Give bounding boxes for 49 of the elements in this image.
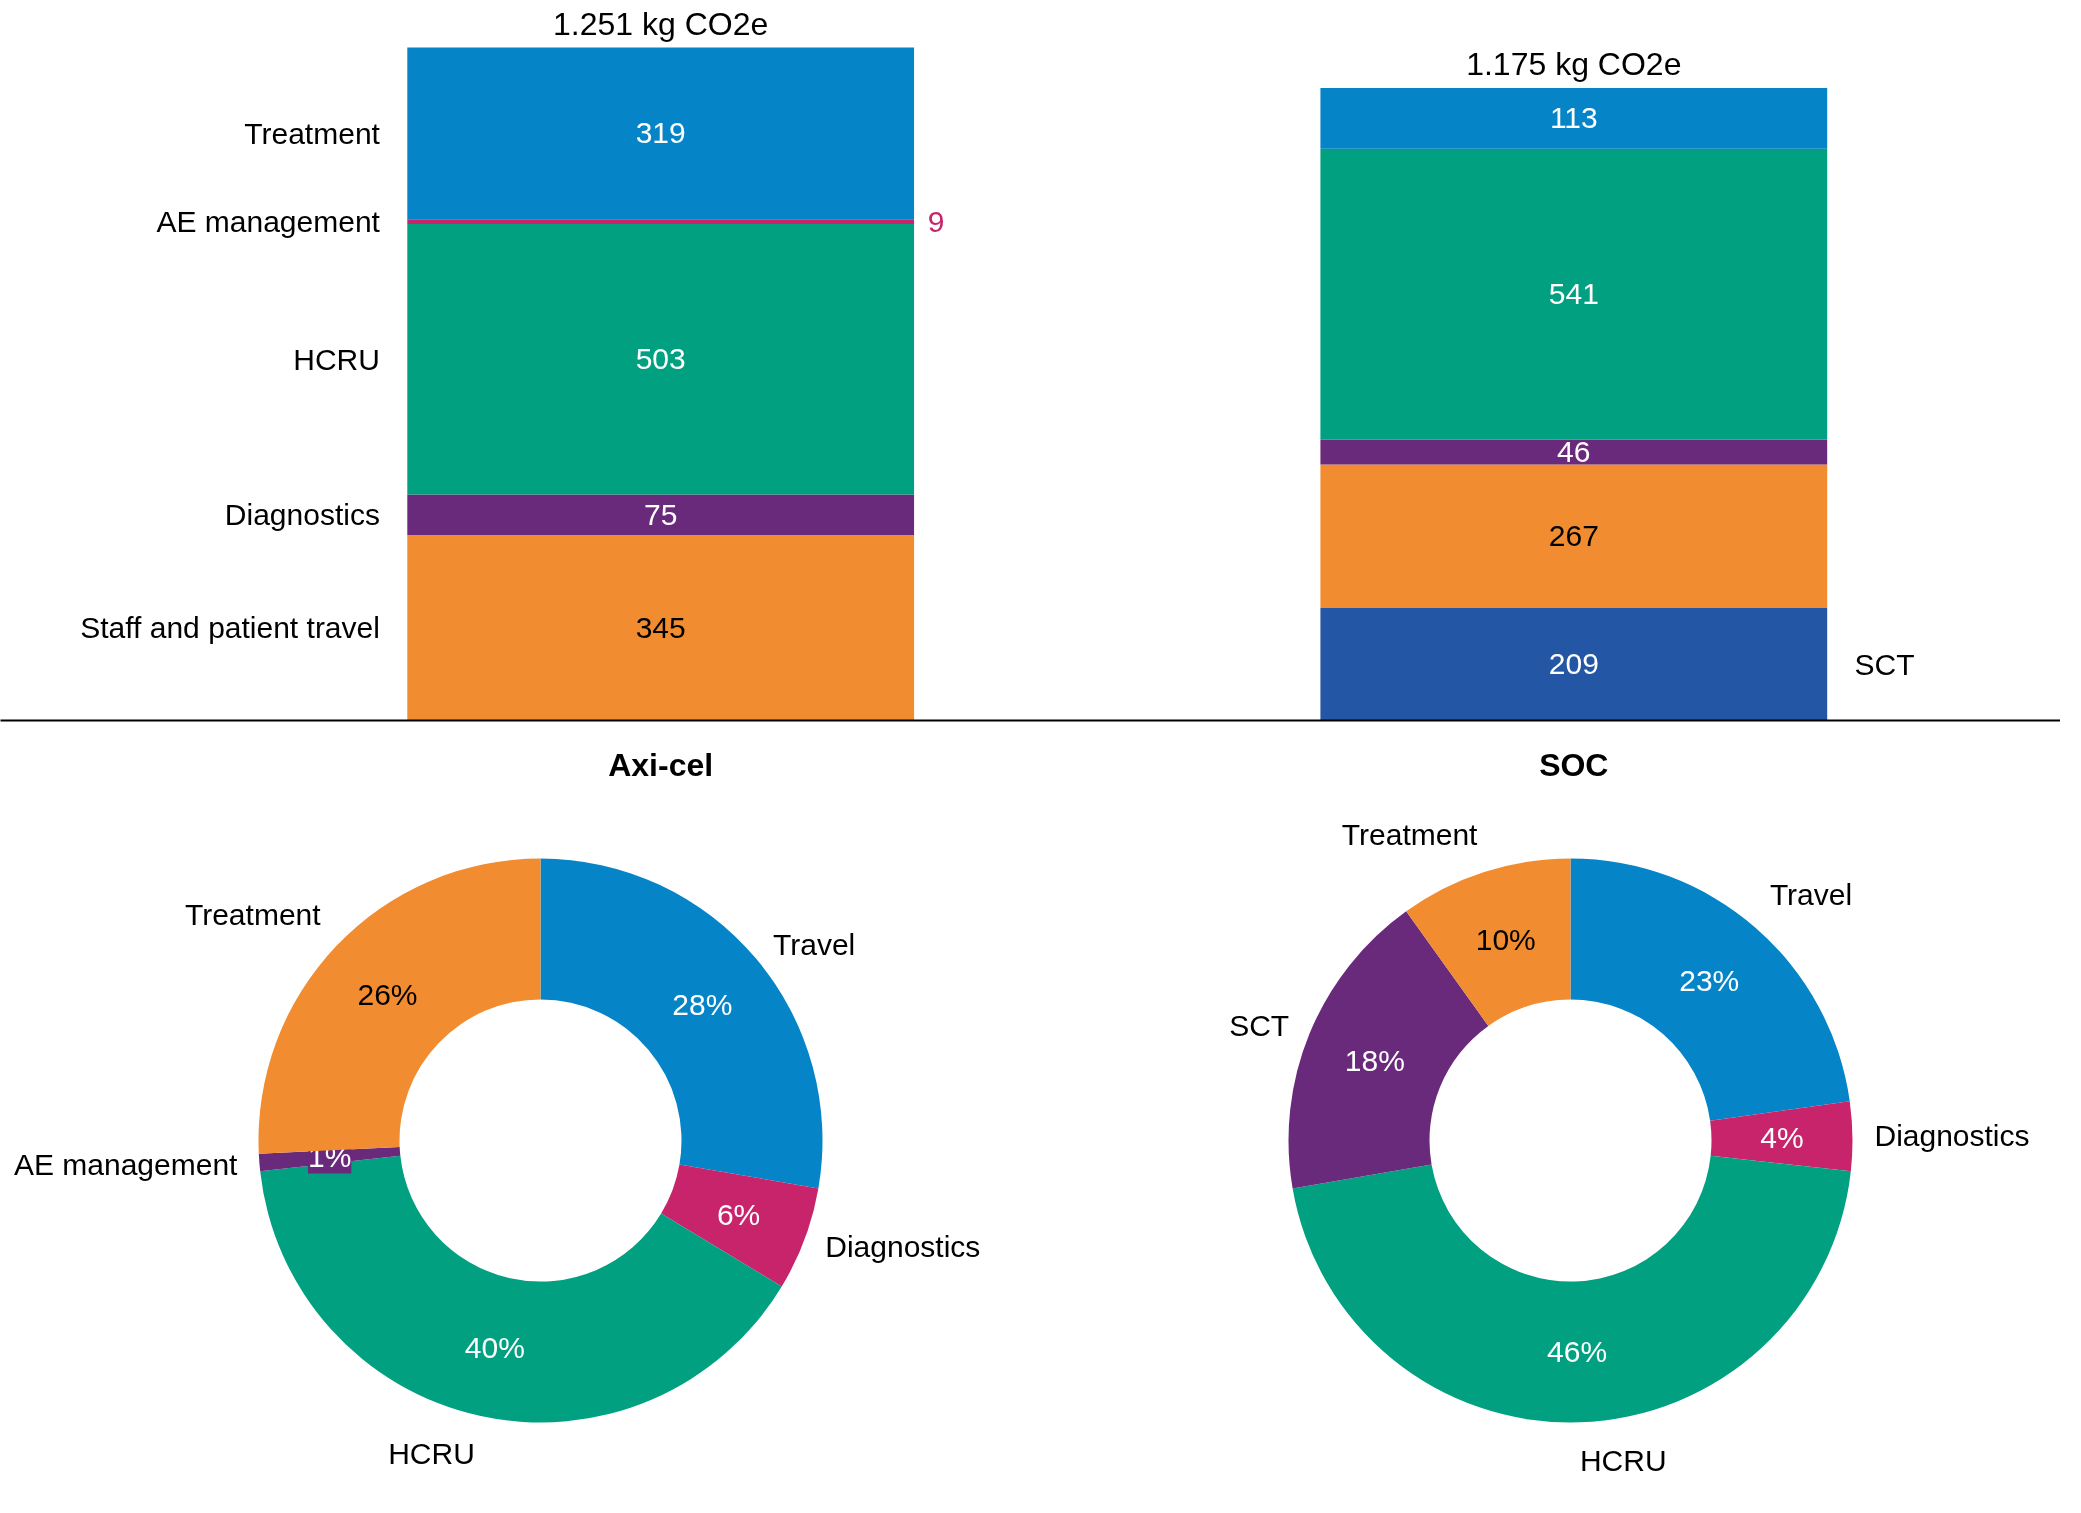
data-label: 113 — [1549, 101, 1598, 135]
total-label: 1.175 kg CO2e — [1466, 45, 1682, 82]
data-label: 267 — [1548, 519, 1599, 553]
slice-label: Travel — [773, 928, 856, 962]
slice-label: Diagnostics — [1874, 1119, 2030, 1153]
bar — [1320, 87, 1828, 149]
bar — [407, 494, 915, 535]
data-label: 18% — [1344, 1043, 1405, 1077]
series-label: Staff and patient travel — [80, 611, 380, 645]
series-label: AE management — [156, 205, 381, 239]
data-label: 9 — [927, 204, 945, 238]
data-label: 46 — [1557, 435, 1591, 469]
total-label: 1.251 kg CO2e — [553, 5, 769, 42]
slice-label: Travel — [1769, 878, 1853, 912]
bar — [407, 534, 915, 721]
series-label: HCRU — [293, 342, 380, 376]
bar — [407, 224, 915, 495]
data-label: 345 — [635, 610, 686, 644]
series-label: Diagnostics — [224, 498, 380, 532]
series-label: Treatment — [244, 116, 381, 150]
x-tick-label: SOC — [1539, 746, 1609, 783]
slice-label: Treatment — [1341, 818, 1479, 852]
slice-label: Diagnostics — [825, 1230, 981, 1264]
slice-label: SCT — [1229, 1008, 1290, 1042]
data-label: 40% — [464, 1330, 525, 1364]
slice-label: HCRU — [388, 1437, 475, 1471]
x-tick-label: Axi-cel — [608, 746, 714, 783]
data-label: 23% — [1679, 964, 1740, 998]
data-label: 75 — [644, 497, 678, 531]
legend-label: AE management — [13, 1147, 239, 1181]
data-label: 6% — [716, 1198, 761, 1232]
bar — [407, 47, 915, 220]
slice-label: Treatment — [184, 897, 322, 931]
data-label: 319 — [635, 116, 686, 150]
bar — [1320, 148, 1828, 440]
bar — [407, 219, 915, 225]
data-label: 26% — [357, 977, 418, 1011]
series-label: SCT — [1854, 647, 1915, 681]
data-label: 46% — [1547, 1335, 1608, 1369]
data-label: 209 — [1548, 647, 1599, 681]
bar — [1320, 464, 1828, 609]
data-label: 503 — [635, 342, 686, 376]
data-label: 4% — [1760, 1120, 1804, 1154]
data-label: 541 — [1548, 277, 1599, 311]
data-label: 28% — [672, 987, 733, 1021]
bar — [1320, 439, 1828, 465]
bar — [1320, 608, 1828, 721]
data-label: 10% — [1475, 922, 1536, 956]
slice-label: HCRU — [1579, 1444, 1667, 1478]
